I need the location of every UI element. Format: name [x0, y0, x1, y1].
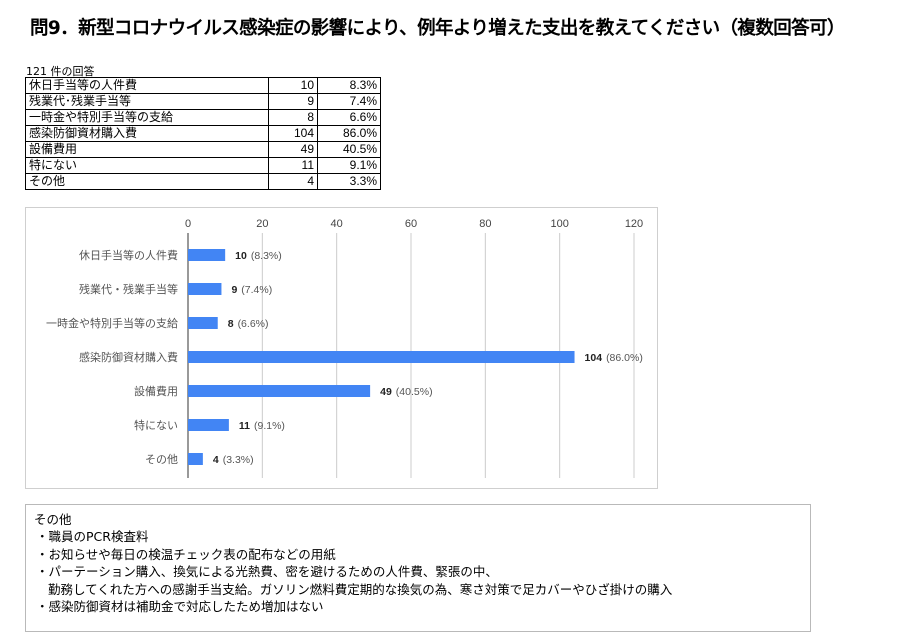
bar	[188, 385, 371, 397]
bar	[188, 283, 222, 295]
bar	[188, 351, 575, 363]
data-label: 11 (9.1%)	[239, 420, 285, 432]
row-label-cell: 感染防御資材購入費	[25, 125, 269, 142]
x-tick-label: 60	[405, 218, 417, 230]
bar-chart: 0 20 40 60 80 100 120 休日手当等の人件費 10 (8.3%) 残業代・残業手当…	[25, 207, 658, 489]
table-row: 特にない 11 9.1%	[25, 157, 381, 174]
data-label-value: 49	[380, 386, 392, 398]
comment-item: ・パーテーション購入、換気による光熱費、密を避けるための人件費、緊張の中、	[36, 564, 498, 580]
row-count-cell: 4	[268, 173, 318, 190]
row-count-cell: 8	[268, 109, 318, 126]
comment-item: ・職員のPCR検査料	[36, 529, 149, 545]
row-label-cell: 一時金や特別手当等の支給	[25, 109, 269, 126]
category-label: 残業代・残業手当等	[79, 282, 178, 296]
data-label: 9 (7.4%)	[231, 284, 272, 296]
other-comments-heading: その他	[34, 512, 72, 527]
data-label-percent: (3.3%)	[223, 454, 254, 466]
data-label: 49 (40.5%)	[380, 386, 432, 398]
row-percent-cell: 8.3%	[317, 77, 381, 94]
row-count-cell: 9	[268, 93, 318, 110]
category-label: 休日手当等の人件費	[79, 248, 178, 262]
other-comments-list: ・職員のPCR検査料 ・お知らせや毎日の検温チェック表の配布などの用紙・パーテーシ…	[34, 528, 802, 615]
x-tick-label: 0	[185, 218, 191, 230]
row-count-cell: 10	[268, 77, 318, 94]
bar-chart-svg: 0 20 40 60 80 100 120 休日手当等の人件費 10 (8.3%) 残業代・残業手当…	[46, 218, 643, 478]
table-row: 一時金や特別手当等の支給 8 6.6%	[25, 109, 381, 126]
row-percent-cell: 6.6%	[317, 109, 381, 126]
table-row: その他 4 3.3%	[25, 173, 381, 190]
row-label-cell: その他	[25, 173, 269, 190]
table-row: 感染防御資材購入費 104 86.0%	[25, 125, 381, 142]
data-label-value: 4	[213, 454, 219, 466]
bar	[188, 419, 229, 431]
data-label: 104 (86.0%)	[585, 352, 643, 364]
table-row: 設備費用 49 40.5%	[25, 141, 381, 158]
data-label-value: 104	[585, 352, 603, 364]
row-count-cell: 11	[268, 157, 318, 174]
data-label-percent: (7.4%)	[241, 284, 272, 296]
row-label-cell: 残業代･残業手当等	[25, 93, 269, 110]
category-label: 設備費用	[134, 384, 178, 398]
row-percent-cell: 9.1%	[317, 157, 381, 174]
data-label-value: 11	[239, 420, 250, 432]
x-tick-label: 100	[550, 218, 568, 230]
table-row: 残業代･残業手当等 9 7.4%	[25, 93, 381, 110]
bar	[188, 317, 218, 329]
data-label-value: 9	[231, 284, 237, 296]
data-label-percent: (40.5%)	[396, 386, 433, 398]
row-percent-cell: 3.3%	[317, 173, 381, 190]
comment-item: ・感染防御資材は補助金で対応したため増加はない	[36, 599, 324, 615]
bar	[188, 453, 203, 465]
data-label-value: 10	[235, 250, 247, 262]
x-tick-label: 20	[256, 218, 268, 230]
table-row: 休日手当等の人件費 10 8.3%	[25, 77, 381, 94]
data-label-percent: (6.6%)	[238, 318, 269, 330]
data-label-percent: (86.0%)	[606, 352, 643, 364]
summary-table: 休日手当等の人件費 10 8.3% 残業代･残業手当等 9 7.4% 一時金や特別手当等の支…	[25, 77, 381, 190]
response-count: 121 件の回答	[26, 65, 95, 78]
comment-item: ・お知らせや毎日の検温チェック表の配布などの用紙	[36, 546, 336, 562]
data-label-value: 8	[228, 318, 234, 330]
row-count-cell: 104	[268, 125, 318, 142]
row-label-cell: 設備費用	[25, 141, 269, 158]
row-percent-cell: 86.0%	[317, 125, 381, 142]
data-label: 4 (3.3%)	[213, 454, 254, 466]
data-label: 8 (6.6%)	[228, 318, 269, 330]
row-label-cell: 特にない	[25, 157, 269, 174]
x-tick-label: 80	[479, 218, 491, 230]
x-tick-label: 120	[625, 218, 643, 230]
x-tick-label: 40	[331, 218, 343, 230]
category-label: その他	[145, 453, 178, 466]
row-count-cell: 49	[268, 141, 318, 158]
comment-continuation-line: 勤務してくれた方への感謝手当支給。ガソリン燃料費定期的な換気の為、寒さ対策で足カ…	[48, 581, 673, 597]
row-percent-cell: 7.4%	[317, 93, 381, 110]
page-title: 問9．新型コロナウイルス感染症の影響により、例年より増えた支出を教えてください（…	[30, 18, 845, 39]
data-label-percent: (8.3%)	[251, 250, 282, 262]
category-label: 一時金や特別手当等の支給	[46, 316, 178, 330]
data-label-percent: (9.1%)	[254, 420, 285, 432]
other-comments-box: その他 ・職員のPCR検査料 ・お知らせや毎日の検温チェック表の配布などの用紙・パ…	[25, 504, 811, 632]
row-percent-cell: 40.5%	[317, 141, 381, 158]
data-label: 10 (8.3%)	[235, 250, 282, 262]
category-label: 感染防御資材購入費	[79, 350, 178, 364]
category-label: 特にない	[134, 418, 178, 432]
row-label-cell: 休日手当等の人件費	[25, 77, 269, 94]
bar	[188, 249, 226, 261]
